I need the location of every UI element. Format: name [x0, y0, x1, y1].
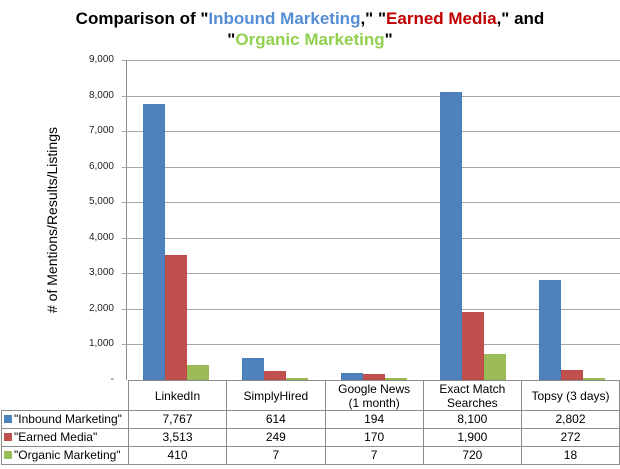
title-text: "	[384, 30, 393, 49]
category-label-line: (1 month)	[348, 395, 400, 410]
y-tick-label: -	[110, 374, 114, 385]
gridline	[122, 308, 620, 310]
y-tick-label: 2,000	[88, 302, 114, 314]
gridline	[122, 344, 620, 346]
table-row: "Earned Media" 3,513 249 170 1,900 272	[1, 428, 620, 447]
table-cell: 720	[422, 446, 522, 465]
y-axis-label: # of Mentions/Results/Listings	[44, 127, 60, 313]
legend-swatch-icon	[4, 415, 12, 423]
title-text: "	[227, 30, 236, 49]
bar-inbound-marketing-3	[439, 92, 462, 380]
y-tick-label: 8,000	[88, 89, 114, 101]
table-cell: 170	[324, 428, 424, 447]
y-tick-label: 9,000	[88, 54, 114, 65]
table-cell: 410	[127, 446, 228, 465]
table-cell: 7	[226, 446, 326, 465]
table-corner	[1, 380, 129, 411]
series-name: "Inbound Marketing"	[14, 412, 122, 426]
y-tick-label: 1,000	[88, 338, 114, 350]
y-tick-label: 4,000	[88, 231, 114, 243]
category-label: Google News (1 month)	[324, 380, 424, 411]
legend-swatch-icon	[4, 451, 12, 459]
table-cell: 2,802	[520, 410, 620, 429]
chart-title: Comparison of "Inbound Marketing," "Earn…	[0, 8, 620, 50]
category-label: LinkedIn	[127, 380, 228, 411]
title-organic-marketing: Organic Marketing	[235, 30, 385, 49]
series-name: "Organic Marketing"	[14, 448, 121, 462]
gridline	[122, 60, 620, 61]
title-text: Comparison of "	[75, 9, 209, 28]
category-label-line: Exact Match	[439, 381, 506, 396]
gridline	[122, 166, 620, 168]
title-earned-media: Earned Media	[386, 9, 497, 28]
legend-swatch-icon	[4, 433, 12, 441]
data-table: LinkedIn SimplyHired Google News (1 month) E…	[1, 380, 620, 465]
table-cell: 614	[226, 410, 326, 429]
gridline	[122, 202, 620, 204]
legend-entry: "Earned Media"	[1, 428, 129, 447]
bar-organic-marketing-1	[286, 378, 309, 380]
legend-entry: "Inbound Marketing"	[1, 410, 129, 429]
table-row: "Inbound Marketing" 7,767 614 194 8,100 2,802	[1, 410, 620, 429]
table-cell: 18	[520, 446, 620, 465]
gridline	[122, 273, 620, 275]
bar-earned-media-0	[165, 255, 188, 380]
gridline	[122, 131, 620, 133]
category-label-line: SimplyHired	[243, 388, 309, 403]
table-cell: 3,513	[127, 428, 228, 447]
bar-earned-media-2	[363, 373, 385, 380]
gridline	[122, 237, 620, 239]
category-label-line: Google News	[338, 381, 411, 396]
bar-organic-marketing-2	[385, 378, 407, 380]
category-label-line: Topsy (3 days)	[531, 388, 610, 403]
gridline	[122, 95, 620, 97]
y-tick-label: 7,000	[88, 125, 114, 137]
series-name: "Earned Media"	[14, 430, 98, 444]
y-tick-label: 3,000	[88, 267, 114, 279]
table-cell: 8,100	[422, 410, 522, 429]
legend-entry: "Organic Marketing"	[1, 446, 129, 465]
category-label: SimplyHired	[226, 380, 326, 411]
plot-area	[122, 60, 620, 380]
bar-earned-media-4	[560, 370, 583, 380]
bar-organic-marketing-4	[582, 378, 605, 380]
category-label: Exact Match Searches	[422, 380, 522, 411]
table-cell: 1,900	[422, 428, 522, 447]
y-tick-label: 5,000	[88, 196, 114, 208]
table-cell: 7,767	[127, 410, 228, 429]
table-cell: 249	[226, 428, 326, 447]
bar-organic-marketing-0	[187, 365, 210, 380]
title-text: ," and	[496, 9, 545, 28]
table-cell: 7	[324, 446, 424, 465]
bar-inbound-marketing-0	[143, 103, 166, 380]
category-label-line: Searches	[446, 395, 498, 410]
table-cell: 272	[520, 428, 620, 447]
bar-earned-media-3	[461, 312, 484, 380]
bar-organic-marketing-3	[483, 354, 506, 380]
bar-earned-media-1	[264, 371, 287, 380]
table-cell: 194	[324, 410, 424, 429]
title-text: ," "	[360, 9, 387, 28]
bar-inbound-marketing-1	[242, 358, 265, 380]
category-label-line: LinkedIn	[154, 388, 201, 403]
bar-inbound-marketing-2	[341, 373, 363, 380]
title-inbound-marketing: Inbound Marketing	[208, 9, 361, 28]
bar-inbound-marketing-4	[538, 280, 561, 380]
table-row: "Organic Marketing" 410 7 7 720 18	[1, 446, 620, 465]
category-label: Topsy (3 days)	[520, 380, 620, 411]
y-tick-label: 6,000	[88, 160, 114, 172]
